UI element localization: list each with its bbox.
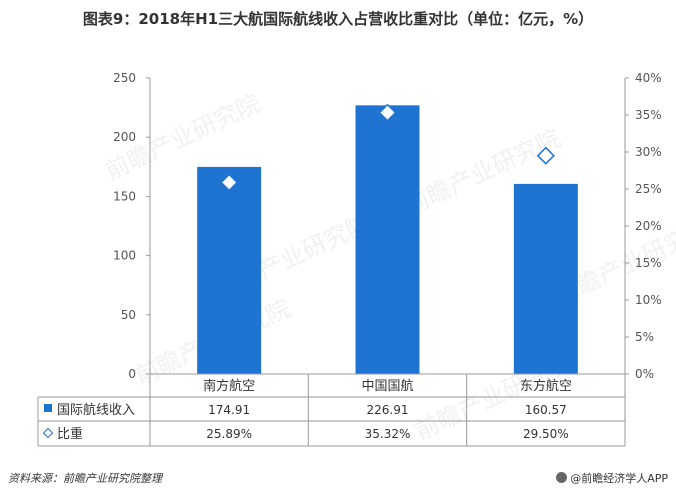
table-value: 29.50% (523, 427, 569, 441)
ratio-marker-3 (536, 146, 555, 165)
right-tick-label: 35% (635, 108, 662, 122)
left-tick-label: 0 (128, 367, 136, 381)
left-tick-label: 150 (113, 189, 136, 203)
table-value: 25.89% (206, 427, 252, 441)
left-tick-label: 200 (113, 130, 136, 144)
series-name: 比重 (57, 426, 83, 442)
right-tick-label: 40% (635, 71, 662, 85)
bar-2 (355, 105, 420, 374)
left-tick-label: 50 (121, 308, 136, 322)
legend-swatch-bar (44, 404, 52, 412)
table-value: 35.32% (365, 427, 411, 441)
bars-layer (197, 105, 578, 374)
table-value: 226.91 (367, 403, 409, 417)
axes-layer: 0 50 100 150 200 250 0% 5% 10% 15% 20% 25% 30% 35% 40% (113, 71, 662, 446)
bar-3 (513, 183, 578, 374)
source-note: 资料来源：前瞻产业研究院整理 (8, 472, 162, 485)
left-tick-label: 100 (113, 249, 136, 263)
brand-logo-icon (556, 472, 568, 483)
markers-layer (220, 103, 555, 192)
category-label: 中国国航 (361, 378, 413, 394)
right-tick-label: 10% (635, 293, 662, 307)
right-tick-label: 30% (635, 145, 662, 159)
right-tick-label: 0% (635, 367, 654, 381)
brand-note: @前瞻经济学人APP (556, 470, 668, 486)
left-tick-label: 250 (113, 71, 136, 85)
ratio-marker-1 (220, 173, 239, 192)
right-tick-label: 25% (635, 182, 662, 196)
table-value: 174.91 (208, 403, 250, 417)
right-tick-label: 20% (635, 219, 662, 233)
chart-title: 图表9：2018年H1三大航国际航线收入占营收比重对比（单位：亿元，%） (82, 10, 594, 28)
category-label: 东方航空 (520, 378, 572, 394)
series-name: 国际航线收入 (57, 402, 135, 418)
right-tick-label: 5% (635, 330, 654, 344)
right-tick-label: 15% (635, 256, 662, 270)
category-label: 南方航空 (203, 378, 255, 394)
table-value: 160.57 (525, 403, 567, 417)
ratio-marker-2 (378, 103, 397, 122)
legend-swatch-marker (42, 427, 54, 439)
bar-1 (197, 166, 262, 374)
brand-label: @前瞻经济学人APP (570, 472, 668, 485)
